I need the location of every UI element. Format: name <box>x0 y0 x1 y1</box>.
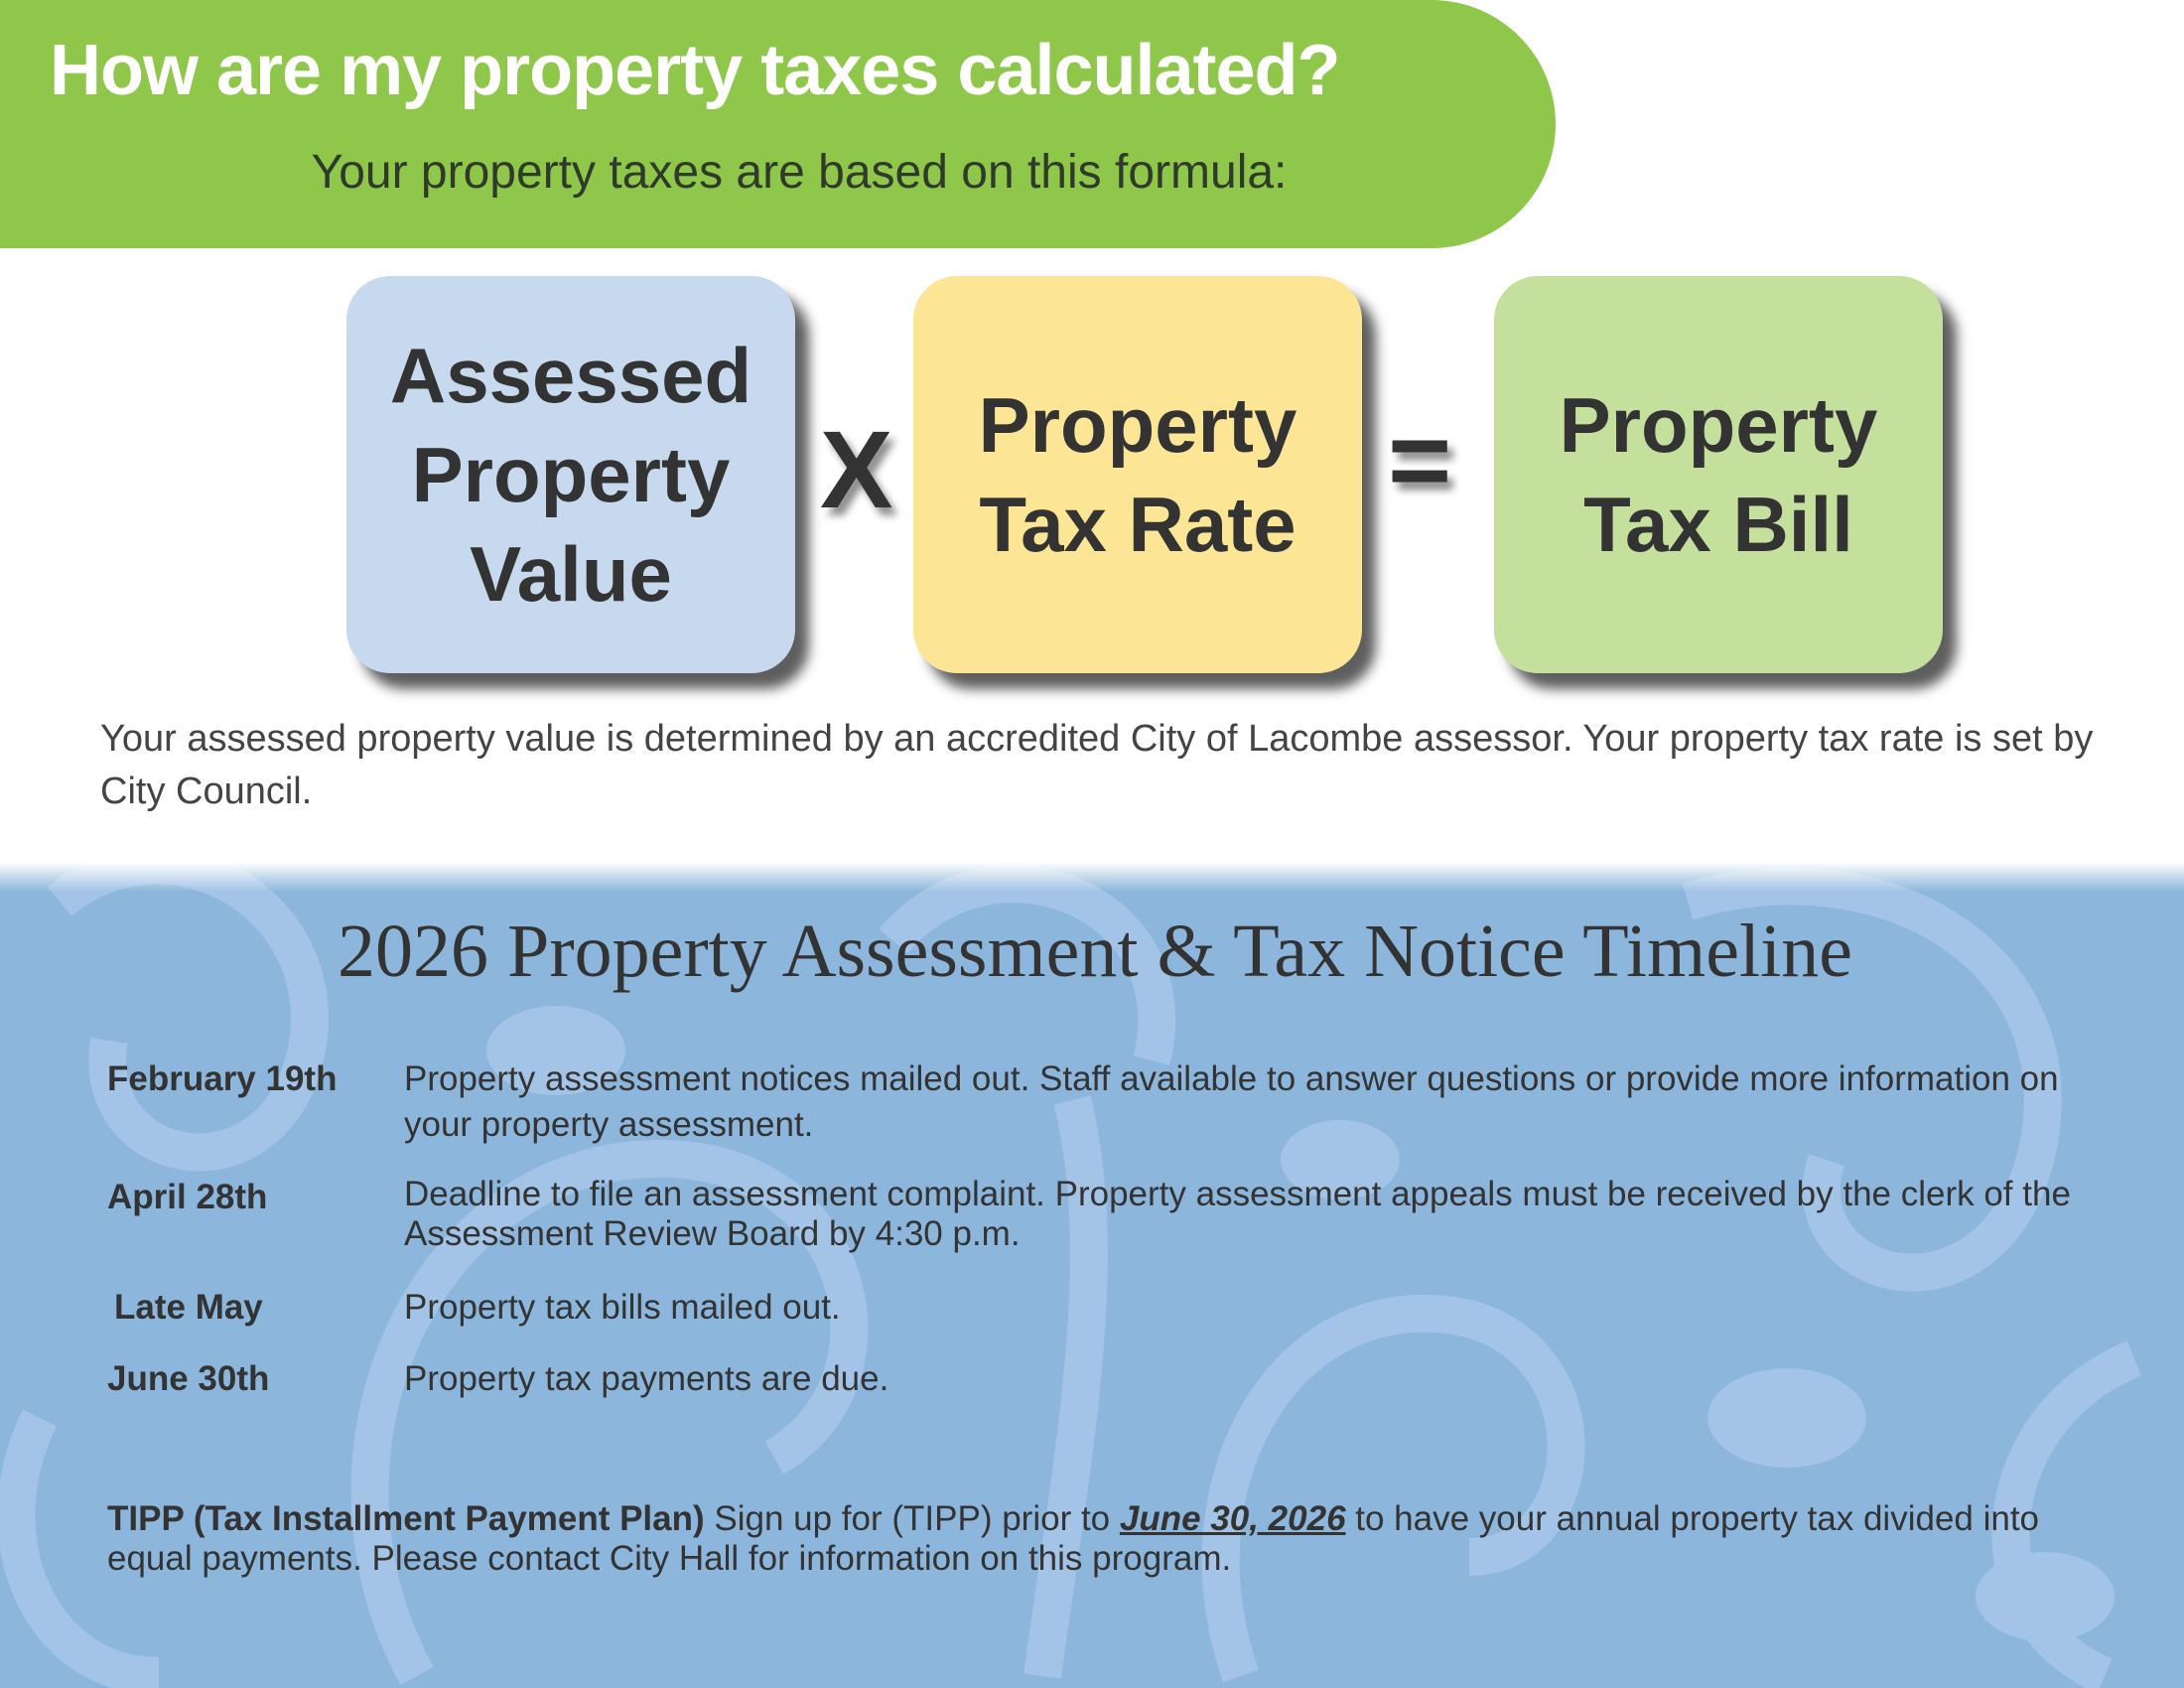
page-subtitle: Your property taxes are based on this fo… <box>311 146 1288 199</box>
multiply-operator: X <box>820 409 893 531</box>
box-line: Assessed <box>389 332 752 419</box>
timeline-date: February 19th <box>107 1059 338 1098</box>
box-line: Tax Bill <box>1583 481 1853 568</box>
tipp-text: to have your annual property tax divided… <box>107 1499 2040 1578</box>
equals-operator: = <box>1388 399 1452 521</box>
box-line: Property <box>1559 381 1878 469</box>
tax-bill-box: Property Tax Bill <box>1494 276 1943 673</box>
explanation-text: Your assessed property value is determin… <box>100 718 2094 812</box>
timeline-background <box>0 862 2184 1688</box>
timeline-description: Property assessment notices mailed out. … <box>404 1059 2059 1144</box>
box-line: Property <box>411 431 731 518</box>
timeline-description: Deadline to file an assessment complaint… <box>404 1175 2071 1253</box>
tipp-text: Sign up for (TIPP) prior to <box>704 1499 1120 1538</box>
tax-rate-box: Property Tax Rate <box>913 276 1362 673</box>
assessed-value-box: Assessed Property Value <box>346 276 795 673</box>
swirl-pattern <box>0 862 2142 1688</box>
box-line: Tax Rate <box>979 481 1297 568</box>
tipp-note: TIPP (Tax Installment Payment Plan) Sign… <box>107 1499 2093 1579</box>
timeline-date: Late May <box>114 1288 263 1327</box>
timeline-date: April 28th <box>107 1178 268 1216</box>
page-title: How are my property taxes calculated? <box>50 31 1340 110</box>
timeline-description: Property tax bills mailed out. <box>404 1288 841 1327</box>
timeline-date: June 30th <box>107 1359 270 1398</box>
box-line: Value <box>470 530 672 618</box>
timeline-description: Property tax payments are due. <box>404 1359 889 1398</box>
tipp-deadline: June 30, 2026 <box>1119 1499 1346 1538</box>
tipp-label: TIPP (Tax Installment Payment Plan) <box>107 1499 705 1538</box>
timeline-title: 2026 Property Assessment & Tax Notice Ti… <box>338 910 1852 993</box>
header-banner <box>0 0 1556 248</box>
box-line: Property <box>978 381 1297 469</box>
